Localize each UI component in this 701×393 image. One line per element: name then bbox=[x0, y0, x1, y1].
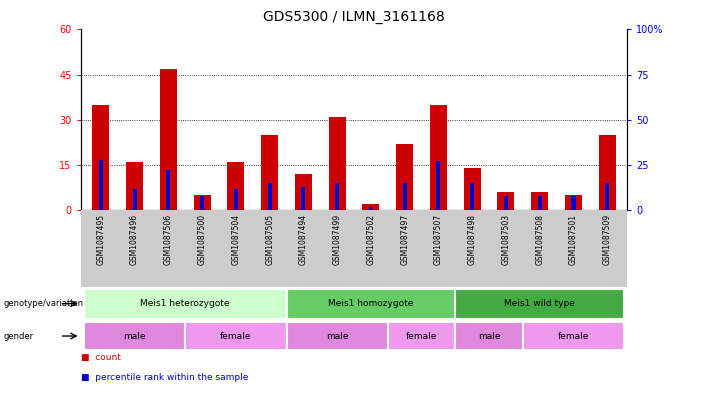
Text: female: female bbox=[558, 332, 589, 340]
Text: GSM1087505: GSM1087505 bbox=[265, 214, 274, 265]
Bar bbox=[470, 183, 475, 210]
Text: Meis1 homozygote: Meis1 homozygote bbox=[328, 299, 414, 308]
Text: GSM1087508: GSM1087508 bbox=[535, 214, 544, 265]
Bar bbox=[369, 207, 373, 210]
Bar bbox=[329, 117, 346, 210]
Text: GSM1087507: GSM1087507 bbox=[434, 214, 443, 265]
Bar bbox=[504, 196, 508, 210]
Text: GSM1087501: GSM1087501 bbox=[569, 214, 578, 265]
Text: Meis1 wild type: Meis1 wild type bbox=[504, 299, 575, 308]
Bar bbox=[531, 192, 548, 210]
Bar bbox=[599, 135, 615, 210]
Bar bbox=[396, 144, 413, 210]
Text: female: female bbox=[406, 332, 437, 340]
Text: GSM1087502: GSM1087502 bbox=[367, 214, 375, 265]
Bar bbox=[93, 105, 109, 210]
Bar bbox=[523, 322, 624, 350]
Text: male: male bbox=[326, 332, 348, 340]
Bar bbox=[571, 196, 576, 210]
Bar bbox=[160, 69, 177, 210]
Text: GSM1087498: GSM1087498 bbox=[468, 214, 477, 265]
Bar bbox=[287, 288, 455, 319]
Bar bbox=[463, 168, 481, 210]
Bar bbox=[430, 105, 447, 210]
Text: genotype/variation: genotype/variation bbox=[4, 299, 83, 308]
Text: GSM1087496: GSM1087496 bbox=[130, 214, 139, 265]
Bar bbox=[99, 160, 103, 210]
Bar bbox=[185, 322, 287, 350]
Bar bbox=[605, 183, 609, 210]
Text: GDS5300 / ILMN_3161168: GDS5300 / ILMN_3161168 bbox=[263, 10, 445, 24]
Text: GSM1087500: GSM1087500 bbox=[198, 214, 207, 265]
Bar bbox=[388, 322, 455, 350]
Bar bbox=[287, 322, 388, 350]
Bar bbox=[261, 135, 278, 210]
Text: GSM1087494: GSM1087494 bbox=[299, 214, 308, 265]
Text: GSM1087495: GSM1087495 bbox=[96, 214, 105, 265]
Bar bbox=[295, 174, 312, 210]
Bar bbox=[362, 204, 379, 210]
Bar bbox=[402, 183, 407, 210]
Bar bbox=[84, 322, 185, 350]
Text: GSM1087506: GSM1087506 bbox=[164, 214, 173, 265]
Text: gender: gender bbox=[4, 332, 34, 340]
Bar bbox=[565, 195, 582, 210]
Text: ■  percentile rank within the sample: ■ percentile rank within the sample bbox=[81, 373, 248, 382]
Bar bbox=[301, 187, 306, 210]
Bar bbox=[193, 195, 210, 210]
Bar bbox=[227, 162, 245, 210]
Bar bbox=[538, 196, 542, 210]
Bar bbox=[335, 183, 339, 210]
Text: ■  count: ■ count bbox=[81, 353, 121, 362]
Text: GSM1087497: GSM1087497 bbox=[400, 214, 409, 265]
Bar bbox=[455, 322, 523, 350]
Text: GSM1087503: GSM1087503 bbox=[501, 214, 510, 265]
Text: male: male bbox=[478, 332, 501, 340]
Bar bbox=[268, 183, 272, 210]
Bar bbox=[132, 189, 137, 210]
Bar bbox=[233, 189, 238, 210]
Bar bbox=[84, 288, 287, 319]
Text: GSM1087509: GSM1087509 bbox=[603, 214, 612, 265]
Text: female: female bbox=[220, 332, 252, 340]
Bar bbox=[455, 288, 624, 319]
Text: GSM1087499: GSM1087499 bbox=[333, 214, 341, 265]
Bar bbox=[166, 171, 170, 210]
Bar bbox=[436, 162, 440, 210]
Text: Meis1 heterozygote: Meis1 heterozygote bbox=[140, 299, 230, 308]
Bar bbox=[200, 196, 204, 210]
Text: GSM1087504: GSM1087504 bbox=[231, 214, 240, 265]
Bar bbox=[498, 192, 515, 210]
Bar bbox=[126, 162, 143, 210]
Text: male: male bbox=[123, 332, 146, 340]
